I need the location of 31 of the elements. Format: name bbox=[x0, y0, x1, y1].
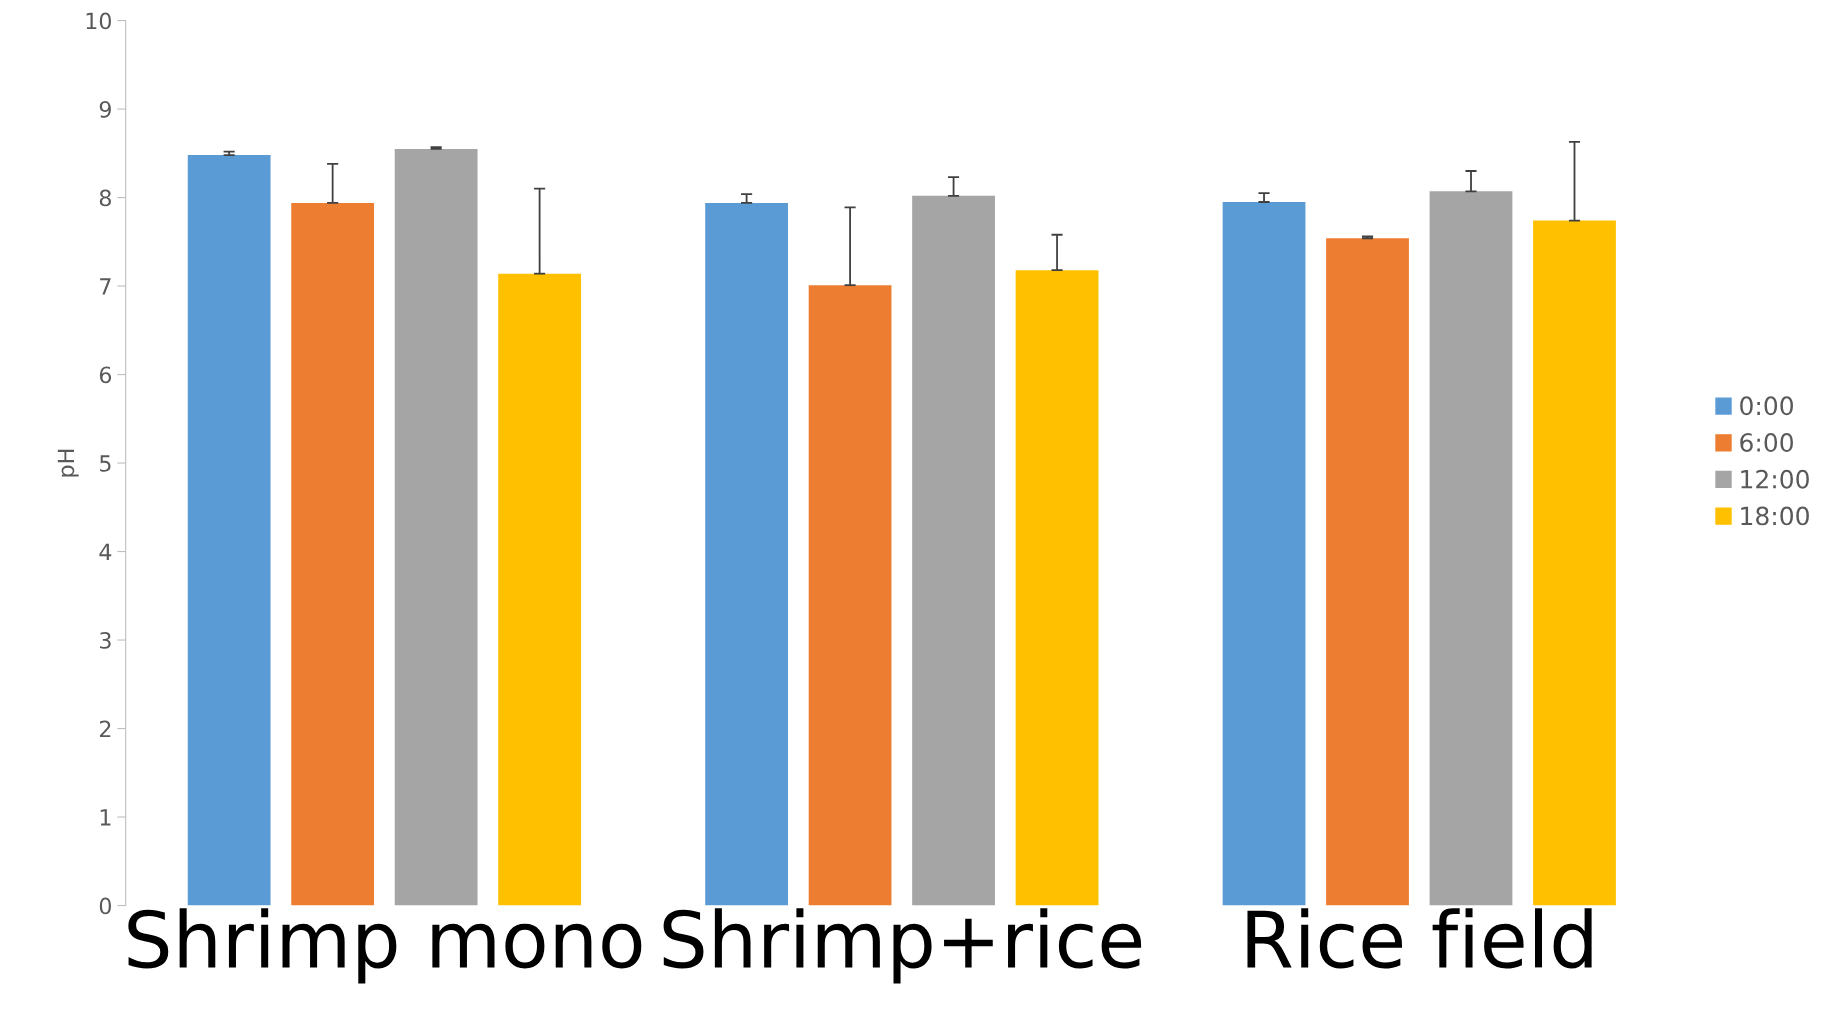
legend-label: 0:00 bbox=[1740, 396, 1793, 416]
bar bbox=[912, 195, 995, 906]
bar bbox=[291, 202, 375, 906]
bar bbox=[1533, 220, 1616, 906]
legend-label: 12:00 bbox=[1741, 469, 1809, 489]
y-tick-label: 1 bbox=[100, 809, 111, 826]
y-tick-label: 5 bbox=[100, 455, 111, 472]
bar bbox=[1326, 238, 1409, 906]
x-tick-label: Shrimp mono bbox=[128, 908, 642, 984]
legend-label: 18:00 bbox=[1741, 506, 1809, 526]
x-tick-label: Shrimp+rice bbox=[663, 908, 1142, 984]
bar bbox=[705, 202, 788, 906]
y-axis-title: pH bbox=[57, 449, 79, 477]
legend-label: 6:00 bbox=[1740, 433, 1793, 452]
y-tick-label: 6 bbox=[99, 366, 112, 384]
bar bbox=[394, 148, 478, 906]
bar bbox=[498, 273, 582, 906]
bar bbox=[187, 155, 271, 906]
bar bbox=[1015, 270, 1099, 906]
y-tick-label: 0 bbox=[99, 897, 111, 915]
x-tick-label: Rice field bbox=[1247, 908, 1592, 969]
bar bbox=[808, 285, 892, 906]
y-tick-label: 4 bbox=[99, 543, 112, 560]
y-tick-label: 8 bbox=[99, 189, 111, 207]
y-tick-label: 9 bbox=[99, 101, 111, 118]
bar bbox=[1429, 191, 1513, 906]
y-tick-label: 3 bbox=[100, 631, 111, 649]
y-tick-label: 2 bbox=[99, 720, 111, 737]
y-tick-label: 10 bbox=[86, 12, 111, 30]
y-tick-label: 7 bbox=[100, 278, 111, 295]
bar bbox=[1222, 201, 1306, 906]
